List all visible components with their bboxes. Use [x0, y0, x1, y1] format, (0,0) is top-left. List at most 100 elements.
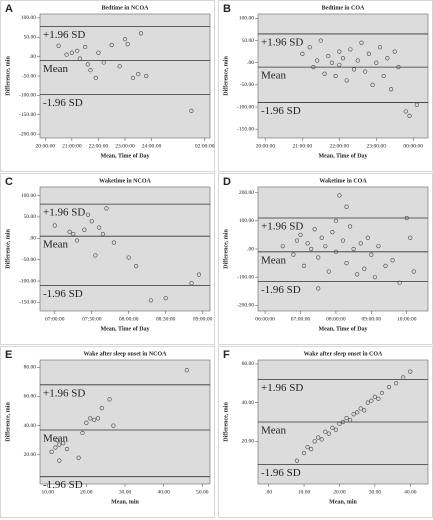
chart-title: Waketime in NCOA: [99, 178, 151, 184]
panel: A Bedtime in NCOA 100.00 50.00 .00 -50.00 -100…: [0, 0, 215, 172]
point: [319, 235, 324, 240]
point: [184, 368, 189, 373]
point: [64, 52, 69, 57]
y-tick-label: 50.00: [24, 214, 37, 220]
point: [130, 75, 136, 81]
point: [307, 45, 312, 50]
point: [104, 206, 109, 211]
x-tick-label: 10.00: [298, 489, 311, 495]
reference-label: +1.96 SD: [43, 387, 85, 399]
x-tick-label: 30.00: [119, 489, 132, 495]
x-tick-label: .00: [265, 489, 272, 495]
point: [390, 258, 395, 263]
y-tick-label: 100.00: [21, 15, 36, 21]
panel-letter: F: [223, 349, 230, 361]
point: [109, 42, 114, 48]
x-axis-label: Mean, min: [111, 499, 139, 505]
point: [144, 73, 149, 79]
point: [280, 244, 285, 249]
point: [333, 73, 338, 79]
y-tick-label: 40.00: [242, 400, 255, 406]
point: [88, 68, 93, 73]
point: [351, 67, 357, 72]
y-tick-label: 100.00: [239, 16, 254, 22]
panel: D Waketime in COA 200.00 100.00 .00 -100.00 -2…: [218, 173, 433, 345]
panel-letter: E: [5, 349, 12, 361]
point: [337, 421, 342, 427]
point: [414, 102, 420, 107]
x-tick-label: 50.00: [196, 489, 209, 495]
point: [57, 442, 62, 447]
point: [407, 113, 412, 118]
point: [411, 269, 416, 274]
y-axis-label: Difference, min: [223, 229, 229, 269]
point: [96, 50, 101, 55]
reference-label: +1.96 SD: [43, 29, 85, 41]
x-tick-label: 22:00:00: [330, 143, 350, 149]
reference-label: Mean: [261, 254, 287, 266]
point: [136, 71, 141, 77]
point: [189, 281, 194, 286]
point: [397, 280, 402, 285]
panel-letter: D: [223, 176, 231, 188]
point: [333, 218, 339, 223]
reference-label: Mean: [261, 70, 287, 82]
point: [329, 60, 335, 65]
panel-letter: A: [5, 3, 13, 15]
point: [355, 410, 360, 415]
point: [53, 445, 58, 450]
reference-label: -1.96 SD: [261, 467, 301, 479]
reference-label: +1.96 SD: [261, 221, 303, 233]
point: [366, 51, 371, 56]
reference-label: Mean: [43, 239, 69, 251]
y-tick-label: 200.00: [239, 190, 254, 196]
point: [111, 423, 116, 428]
point: [309, 246, 314, 252]
point: [99, 406, 104, 411]
chart-title: Waketime in COA: [319, 178, 367, 184]
y-tick-label: -100.00: [237, 104, 254, 110]
point: [55, 438, 60, 443]
point: [67, 229, 72, 234]
point: [362, 266, 367, 271]
x-tick-label: 08:30:00: [156, 316, 176, 322]
x-axis-label: Mean, Time of Day: [318, 326, 367, 332]
y-tick-label: -100.00: [19, 278, 36, 284]
point: [301, 450, 307, 456]
panel: B Bedtime in COA 100.00 50.00 .00 -50.00 -100.…: [218, 0, 433, 172]
point: [100, 231, 105, 237]
point: [93, 253, 98, 258]
y-tick-label: .00: [29, 54, 36, 60]
point: [330, 229, 335, 235]
plot-area: [257, 13, 429, 139]
x-tick-label: 00:00:00: [403, 143, 423, 149]
y-tick-label: -200.00: [237, 303, 254, 309]
x-tick-label: 21:00:00: [293, 143, 313, 149]
point: [369, 252, 374, 257]
point: [111, 240, 117, 245]
y-tick-label: 20.00: [24, 452, 37, 458]
point: [133, 264, 139, 269]
y-tick-label: -150.00: [237, 126, 254, 132]
x-tick-label: 02:00:00: [195, 143, 215, 149]
reference-label: +1.96 SD: [261, 36, 303, 48]
panel-letter: C: [5, 176, 13, 188]
point: [396, 65, 401, 70]
y-tick-label: -200.00: [19, 131, 36, 137]
point: [309, 447, 314, 452]
reference-label: -1.96 SD: [43, 479, 83, 491]
y-tick-label: -150.00: [19, 300, 36, 306]
x-tick-label: 21:00:00: [62, 143, 82, 149]
point: [311, 65, 316, 70]
point: [85, 212, 91, 217]
y-tick-label: .00: [247, 246, 254, 252]
x-tick-label: 07:30:00: [82, 316, 102, 322]
y-tick-label: -50.00: [22, 73, 36, 79]
reference-label: -1.96 SD: [261, 284, 301, 296]
point: [347, 417, 353, 423]
reference-label: -1.96 SD: [43, 288, 83, 300]
point: [376, 396, 381, 401]
point: [351, 246, 356, 252]
point: [333, 427, 339, 432]
